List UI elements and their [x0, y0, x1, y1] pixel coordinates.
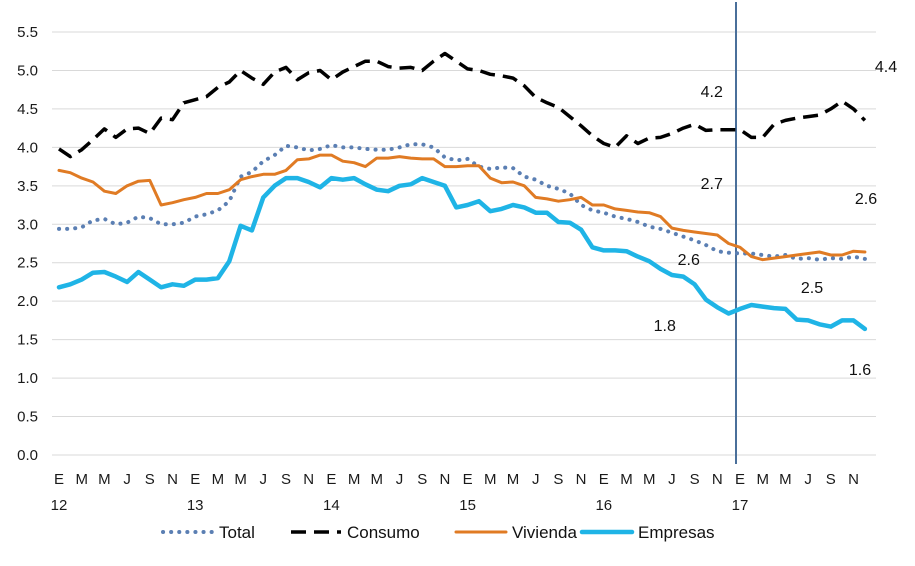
x-month-label: E — [326, 471, 336, 488]
data-label-consumo: 4.2 — [701, 84, 723, 101]
y-tick-label: 0.0 — [17, 447, 38, 464]
series-line-consumo — [58, 51, 867, 159]
x-month-label: M — [212, 471, 225, 488]
x-month-label: M — [484, 471, 497, 488]
legend: Total Consumo Vivienda Empresas — [161, 523, 715, 542]
x-year-label: 14 — [323, 497, 340, 514]
x-month-label: N — [303, 471, 314, 488]
x-month-label: E — [463, 471, 473, 488]
x-month-label: J — [804, 471, 812, 488]
x-month-label: E — [54, 471, 64, 488]
x-month-label: J — [668, 471, 676, 488]
data-label-empresas: 1.6 — [849, 362, 871, 379]
x-month-label: E — [735, 471, 745, 488]
x-month-label: M — [620, 471, 633, 488]
x-month-label: E — [599, 471, 609, 488]
y-tick-label: 5.5 — [17, 24, 38, 41]
x-month-label: M — [779, 471, 792, 488]
x-month-label: M — [234, 471, 247, 488]
x-month-label: N — [712, 471, 723, 488]
x-month-label: J — [123, 471, 131, 488]
x-month-label: M — [643, 471, 656, 488]
data-label-vivienda: 2.6 — [855, 191, 877, 208]
data-label-total: 2.5 — [801, 280, 823, 297]
x-year-label: 15 — [459, 497, 476, 514]
x-month-label: S — [417, 471, 427, 488]
x-month-label: S — [690, 471, 700, 488]
x-year-label: 12 — [51, 497, 68, 514]
y-tick-label: 2.5 — [17, 255, 38, 272]
legend-label-consumo: Consumo — [347, 523, 420, 542]
x-month-label: M — [507, 471, 520, 488]
y-tick-label: 1.5 — [17, 332, 38, 349]
data-label-empresas: 1.8 — [654, 318, 676, 335]
series-line-total — [57, 142, 867, 262]
x-month-label: S — [553, 471, 563, 488]
y-tick-label: 1.0 — [17, 370, 38, 387]
legend-label-vivienda: Vivienda — [512, 523, 577, 542]
x-year-label: 17 — [732, 497, 749, 514]
series-line-empresas — [56, 175, 868, 332]
x-month-label: M — [348, 471, 361, 488]
y-tick-label: 3.0 — [17, 216, 38, 233]
data-labels: 4.2 4.4 2.7 2.6 2.6 2.5 1.8 1.6 — [654, 59, 898, 379]
x-month-label: J — [396, 471, 404, 488]
x-month-label: S — [826, 471, 836, 488]
y-tick-label: 2.0 — [17, 293, 38, 310]
y-tick-label: 5.0 — [17, 62, 38, 79]
legend-label-empresas: Empresas — [638, 523, 715, 542]
x-month-label: M — [75, 471, 88, 488]
x-year-label: 16 — [595, 497, 612, 514]
x-axis: E M M J S N E M M J S N E M M J S N E M M J S N E M M J S N E M M J S N12 13… — [51, 471, 859, 514]
data-label-total: 2.6 — [678, 252, 700, 269]
x-month-label: M — [98, 471, 111, 488]
x-month-label: N — [576, 471, 587, 488]
x-month-label: N — [848, 471, 859, 488]
x-month-label: N — [439, 471, 450, 488]
y-axis: 0.0 0.5 1.0 1.5 2.0 2.5 3.0 3.5 4.0 4.5 5.0 5.5 — [17, 24, 38, 464]
x-month-label: N — [167, 471, 178, 488]
gridlines — [52, 31, 876, 456]
x-month-label: M — [756, 471, 769, 488]
x-month-label: S — [145, 471, 155, 488]
y-tick-label: 4.5 — [17, 101, 38, 118]
x-month-label: E — [190, 471, 200, 488]
series-group — [56, 51, 868, 332]
x-year-label: 13 — [187, 497, 204, 514]
data-label-consumo: 4.4 — [875, 59, 897, 76]
x-month-label: J — [532, 471, 540, 488]
data-label-vivienda: 2.7 — [701, 176, 723, 193]
x-month-label: M — [371, 471, 384, 488]
x-month-label: J — [260, 471, 268, 488]
legend-label-total: Total — [219, 523, 255, 542]
y-tick-label: 0.5 — [17, 409, 38, 426]
series-line-vivienda — [57, 153, 867, 262]
x-month-label: S — [281, 471, 291, 488]
y-tick-label: 3.5 — [17, 178, 38, 195]
y-tick-label: 4.0 — [17, 139, 38, 156]
